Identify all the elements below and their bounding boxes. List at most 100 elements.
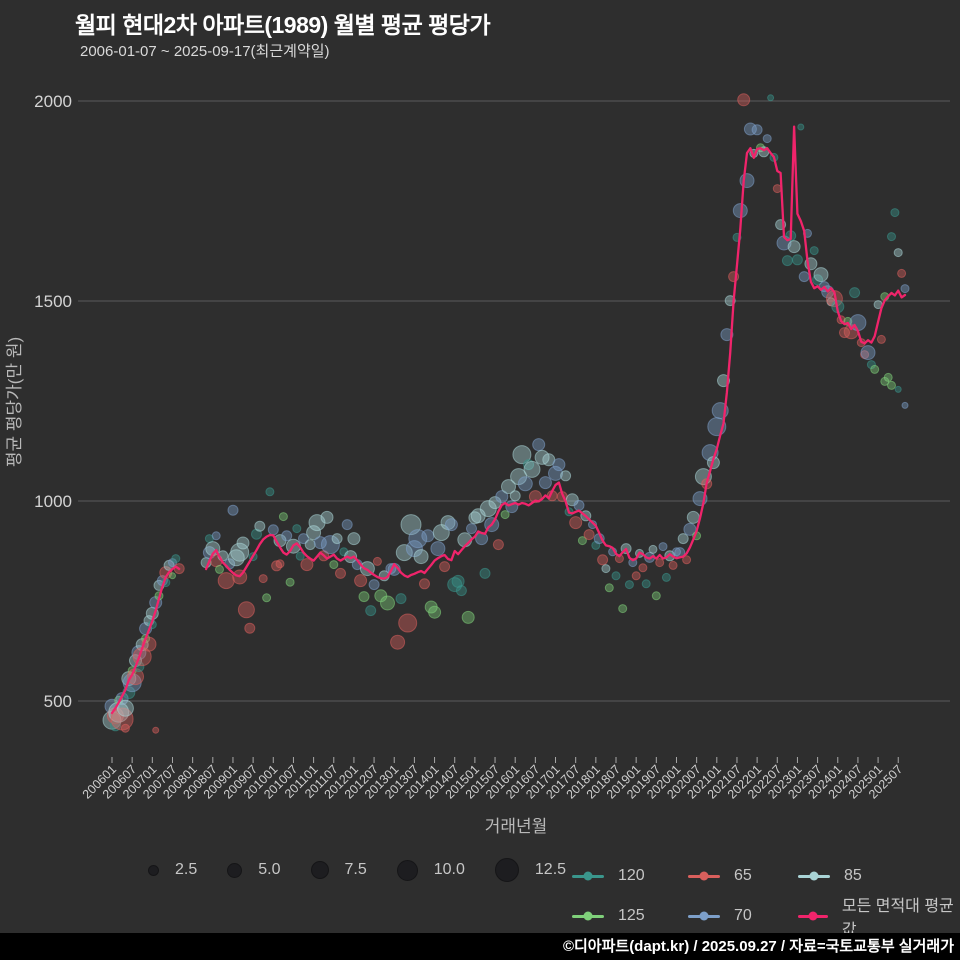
transaction-bubble bbox=[461, 610, 475, 624]
size-legend-label: 2.5 bbox=[175, 861, 198, 878]
transaction-bubble bbox=[641, 579, 651, 589]
size-legend-dot bbox=[310, 861, 329, 879]
transaction-bubble bbox=[901, 401, 909, 409]
transaction-bubble bbox=[569, 516, 583, 530]
transaction-bubble bbox=[597, 554, 609, 566]
transaction-bubble bbox=[215, 564, 224, 574]
transaction-bubble bbox=[791, 254, 803, 266]
transaction-bubble bbox=[897, 268, 907, 278]
transaction-bubble bbox=[267, 524, 279, 536]
transaction-bubble bbox=[781, 255, 793, 267]
transaction-bubble bbox=[787, 240, 801, 254]
transaction-bubble bbox=[262, 593, 272, 603]
transaction-bubble bbox=[120, 723, 130, 733]
size-legend-item: 7.5 bbox=[310, 861, 367, 879]
series-legend-label: 125 bbox=[618, 907, 645, 924]
transaction-bubble bbox=[552, 458, 566, 472]
transaction-bubble bbox=[421, 529, 435, 543]
transaction-bubble bbox=[344, 550, 358, 564]
transaction-bubble bbox=[479, 567, 491, 579]
transaction-bubble bbox=[588, 520, 597, 530]
transaction-bubble bbox=[430, 541, 446, 557]
transaction-bubble bbox=[390, 634, 406, 650]
transaction-bubble bbox=[495, 490, 509, 504]
transaction-bubble bbox=[651, 591, 661, 601]
series-legend-item[interactable]: 85 bbox=[798, 867, 960, 885]
transaction-bubble bbox=[380, 595, 395, 611]
transaction-bubble bbox=[230, 542, 250, 562]
y-tick-label: 500 bbox=[44, 692, 72, 711]
attribution-footer: ©디아파트(dapt.kr) / 2025.09.27 / 자료=국토교통부 실… bbox=[0, 933, 960, 960]
transaction-bubble bbox=[320, 510, 334, 524]
transaction-bubble bbox=[517, 476, 533, 492]
average-line-layer bbox=[110, 125, 907, 715]
transaction-bubble bbox=[523, 460, 541, 478]
transaction-bubble bbox=[466, 523, 477, 535]
transaction-bubble bbox=[372, 556, 382, 566]
size-legend-dot bbox=[227, 862, 243, 878]
bubble-layer bbox=[102, 93, 910, 734]
transaction-bubble bbox=[548, 465, 563, 481]
transaction-bubble bbox=[532, 438, 546, 452]
transaction-bubble bbox=[876, 334, 886, 344]
transaction-bubble bbox=[439, 561, 451, 573]
transaction-bubble bbox=[583, 529, 595, 541]
transaction-bubble bbox=[413, 549, 429, 565]
transaction-bubble bbox=[236, 536, 250, 550]
transaction-bubble bbox=[285, 577, 295, 587]
transaction-bubble bbox=[682, 555, 692, 565]
size-legend-dot bbox=[148, 864, 159, 876]
transaction-bubble bbox=[171, 554, 181, 564]
transaction-bubble bbox=[152, 726, 160, 734]
transaction-bubble bbox=[304, 539, 316, 551]
transaction-bubble bbox=[797, 123, 805, 131]
transaction-bubble bbox=[295, 551, 305, 561]
series-legend-item[interactable]: 120 bbox=[572, 867, 688, 885]
transaction-bubble bbox=[893, 248, 903, 258]
transaction-bubble bbox=[116, 699, 134, 717]
transaction-bubble bbox=[244, 622, 256, 634]
transaction-bubble bbox=[887, 380, 896, 390]
transaction-bubble bbox=[335, 567, 346, 579]
transaction-bubble bbox=[227, 504, 239, 516]
transaction-bubble bbox=[887, 232, 896, 242]
transaction-bubble bbox=[772, 184, 782, 194]
series-legend-label: 70 bbox=[734, 907, 752, 924]
series-legend-item[interactable]: 70 bbox=[688, 907, 798, 925]
transaction-bubble bbox=[217, 572, 235, 590]
transaction-bubble bbox=[347, 532, 361, 546]
transaction-bubble bbox=[668, 560, 678, 570]
series-legend-item[interactable]: 65 bbox=[688, 867, 798, 885]
transaction-bubble bbox=[501, 479, 516, 495]
transaction-bubble bbox=[169, 572, 176, 580]
transaction-bubble bbox=[398, 613, 418, 633]
size-legend-dot bbox=[494, 858, 519, 882]
size-legend-label: 10.0 bbox=[433, 861, 465, 878]
series-legend-item[interactable]: 125 bbox=[572, 907, 688, 925]
transaction-bubble bbox=[447, 577, 463, 593]
size-legend-label: 5.0 bbox=[258, 861, 281, 878]
transaction-bubble bbox=[618, 604, 628, 614]
size-legend-dot bbox=[396, 859, 418, 881]
average-price-line bbox=[110, 125, 907, 715]
page-title: 월피 현대2차 아파트(1989) 월별 평균 평당가 bbox=[75, 12, 491, 38]
transaction-bubble bbox=[866, 360, 876, 370]
transaction-bubble bbox=[900, 284, 910, 294]
transaction-bubble bbox=[883, 372, 893, 382]
transaction-bubble bbox=[492, 539, 504, 551]
transaction-bubble bbox=[306, 525, 322, 541]
size-legend-item: 10.0 bbox=[396, 859, 465, 881]
transaction-bubble bbox=[523, 459, 535, 471]
transaction-bubble bbox=[677, 533, 689, 545]
bubble-size-legend: 2.5 5.0 7.5 10.0 12.5 bbox=[148, 858, 566, 882]
size-legend-item: 5.0 bbox=[227, 861, 281, 879]
transaction-bubble bbox=[468, 511, 482, 525]
size-legend-label: 7.5 bbox=[344, 861, 367, 878]
transaction-bubble bbox=[455, 585, 467, 597]
series-legend-marker bbox=[688, 874, 720, 878]
transaction-bubble bbox=[751, 124, 763, 136]
size-legend-label: 12.5 bbox=[534, 861, 567, 878]
transaction-bubble bbox=[320, 535, 340, 555]
grid-layer: 500 1000 1500 2000 bbox=[34, 92, 950, 711]
transaction-bubble bbox=[720, 328, 734, 342]
